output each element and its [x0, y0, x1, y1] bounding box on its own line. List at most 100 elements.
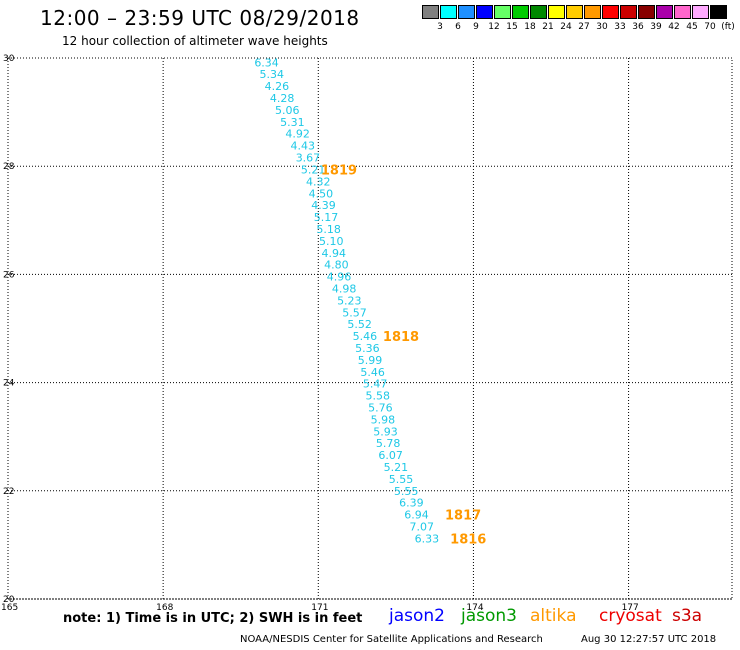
wave-height-value: 4.92	[285, 128, 310, 141]
color-scale-label: 15	[506, 22, 518, 32]
footer-note: note: 1) Time is in UTC; 2) SWH is in fe…	[63, 611, 363, 626]
color-swatch	[440, 5, 457, 19]
latitude-label: 24	[3, 379, 15, 389]
wave-height-value: 4.26	[265, 80, 290, 93]
latitude-label: 28	[3, 162, 15, 172]
color-scale-label: 3	[437, 22, 443, 32]
wave-height-value: 5.06	[275, 104, 300, 117]
wave-height-value: 4.94	[322, 247, 347, 260]
color-swatch	[476, 5, 493, 19]
satellite-s3a: s3a	[672, 606, 703, 626]
wave-height-value: 6.07	[378, 449, 403, 462]
color-scale-label: 27	[578, 22, 590, 32]
satellite-cryosat: cryosat	[599, 606, 662, 626]
wave-height-value: 4.98	[332, 282, 357, 295]
wave-height-value: 5.21	[301, 163, 326, 176]
color-swatch	[458, 5, 475, 19]
wave-height-value: 4.96	[327, 271, 352, 284]
color-swatch	[692, 5, 709, 19]
wave-height-value: 5.93	[373, 425, 398, 438]
color-scale-label: 42	[668, 22, 680, 32]
wave-height-value: 6.94	[404, 509, 429, 522]
color-scale-label: 21	[542, 22, 554, 32]
color-swatch	[422, 5, 439, 19]
wave-height-value: 4.43	[291, 140, 316, 153]
longitude-label: 168	[156, 603, 173, 613]
map-title: 12:00 – 23:59 UTC 08/29/2018	[40, 6, 360, 30]
color-swatch	[620, 5, 637, 19]
latitude-label: 26	[3, 270, 15, 280]
color-swatch	[530, 5, 547, 19]
longitude-label: 174	[466, 603, 483, 613]
wave-height-value: 5.17	[314, 211, 339, 224]
color-scale-label: 36	[632, 22, 644, 32]
color-swatch	[584, 5, 601, 19]
color-scale-label: 24	[560, 22, 572, 32]
wave-height-value: 3.67	[296, 152, 321, 165]
wave-height-value: 5.99	[358, 354, 383, 367]
wave-height-value: 5.10	[319, 235, 344, 248]
wave-height-value: 5.46	[353, 330, 378, 343]
wave-height-value: 5.31	[280, 116, 305, 129]
wave-height-value: 6.33	[415, 532, 440, 545]
color-swatch	[710, 5, 727, 19]
color-scale-label: 30	[596, 22, 608, 32]
wave-height-value: 5.36	[355, 342, 380, 355]
pass-time-label: 1816	[450, 532, 486, 547]
wave-height-value: 5.23	[337, 294, 362, 307]
color-swatch	[602, 5, 619, 19]
wave-height-value: 5.21	[384, 461, 409, 474]
wave-height-value: 6.39	[399, 497, 424, 510]
wave-height-value: 4.50	[309, 187, 334, 200]
wave-height-value: 5.55	[389, 473, 414, 486]
satellite-jason2: jason2	[389, 606, 445, 626]
color-scale-label: 45	[686, 22, 698, 32]
wave-height-value: 5.57	[342, 306, 367, 319]
latitude-label: 30	[3, 54, 15, 64]
wave-height-value: 5.78	[376, 437, 401, 450]
color-scale-label: 18	[524, 22, 536, 32]
satellite-altika: altika	[530, 606, 577, 626]
wave-height-value: 5.46	[360, 366, 385, 379]
wave-height-value: 5.18	[316, 223, 341, 236]
color-scale-label: 33	[614, 22, 626, 32]
wave-height-value: 5.98	[371, 413, 396, 426]
color-swatch	[566, 5, 583, 19]
pass-time-label: 1819	[321, 163, 357, 178]
wave-height-value: 4.80	[324, 259, 349, 272]
color-scale-label: 39	[650, 22, 662, 32]
generation-timestamp: Aug 30 12:27:57 UTC 2018	[581, 634, 717, 645]
wave-height-value: 4.39	[311, 199, 336, 212]
color-scale-label: 9	[473, 22, 479, 32]
wave-height-value: 5.34	[259, 68, 284, 81]
wave-height-value: 6.34	[254, 56, 279, 69]
color-swatch	[512, 5, 529, 19]
wave-height-value: 5.76	[368, 401, 393, 414]
longitude-label: 165	[1, 603, 18, 613]
longitude-label: 171	[311, 603, 328, 613]
wave-height-value: 7.07	[409, 521, 434, 534]
color-scale-label: (ft)	[721, 22, 735, 32]
wave-height-value: 5.47	[363, 378, 388, 391]
latitude-label: 20	[3, 595, 15, 605]
color-scale-label: 70	[704, 22, 716, 32]
color-scale-label: 6	[455, 22, 461, 32]
color-scale-label: 12	[488, 22, 500, 32]
wave-height-value: 5.52	[347, 318, 372, 331]
wave-height-value: 4.32	[306, 175, 331, 188]
color-swatch	[494, 5, 511, 19]
color-swatch	[656, 5, 673, 19]
longitude-label: 177	[622, 603, 639, 613]
color-swatch	[548, 5, 565, 19]
wave-height-value: 5.55	[394, 485, 419, 498]
latitude-label: 22	[3, 487, 14, 497]
credit-line: NOAA/NESDIS Center for Satellite Applica…	[240, 634, 543, 645]
wave-height-value: 4.28	[270, 92, 295, 105]
satellite-jason3: jason3	[461, 606, 517, 626]
pass-time-label: 1817	[445, 509, 481, 524]
pass-time-label: 1818	[383, 330, 419, 345]
wave-height-value: 5.58	[366, 390, 391, 403]
color-swatch	[638, 5, 655, 19]
color-swatch	[674, 5, 691, 19]
